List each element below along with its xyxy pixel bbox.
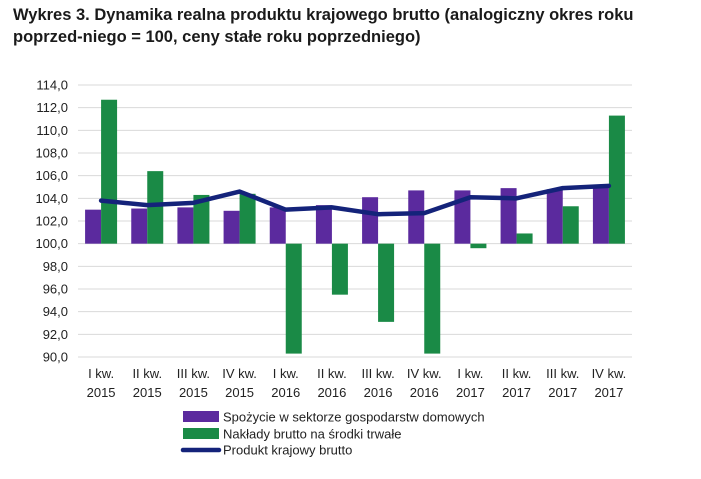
x-tick-quarter: IV kw. <box>592 366 627 381</box>
legend: Spożycie w sektorze gospodarstw domowych… <box>180 410 485 458</box>
bar-consumption <box>408 190 425 244</box>
x-tick-year: 2015 <box>179 385 208 400</box>
bar-investment <box>101 99 118 244</box>
x-tick-quarter: I kw. <box>457 366 483 381</box>
y-tick-label: 92,0 <box>43 327 68 342</box>
bar-consumption <box>315 205 332 244</box>
bar-consumption <box>223 210 240 244</box>
chart-title: Wykres 3. Dynamika realna produktu krajo… <box>13 6 634 46</box>
y-tick-label: 114,0 <box>36 78 68 93</box>
x-tick-year: 2016 <box>317 385 346 400</box>
bar-investment <box>285 243 302 354</box>
y-tick-label: 102,0 <box>35 214 68 229</box>
legend-swatch <box>183 428 219 439</box>
x-tick-quarter: II kw. <box>502 366 532 381</box>
bar-investment <box>193 194 210 244</box>
bar-consumption <box>177 207 194 244</box>
x-tick-quarter: I kw. <box>273 366 299 381</box>
bar-investment <box>239 193 256 244</box>
gdp-line-layer <box>98 183 612 217</box>
x-tick-quarter: II kw. <box>132 366 162 381</box>
y-tick-label: 90,0 <box>43 350 68 365</box>
x-tick-quarter: IV kw. <box>222 366 257 381</box>
x-tick-quarter: III kw. <box>546 366 579 381</box>
y-tick-label: 108,0 <box>35 146 68 161</box>
bar-investment <box>378 243 395 322</box>
x-tick-quarter: II kw. <box>317 366 347 381</box>
y-tick-label: 106,0 <box>35 168 68 183</box>
bar-investment <box>470 243 487 249</box>
bar-consumption <box>592 185 609 244</box>
y-axis: 114,0 112,0 110,0 108,0 106,0 104,0 102,0 100,0… <box>35 78 68 365</box>
legend-label: Spożycie w sektorze gospodarstw domowych <box>223 410 485 425</box>
bar-investment <box>147 171 164 244</box>
x-tick-quarter: I kw. <box>88 366 114 381</box>
bar-consumption <box>546 189 563 244</box>
x-tick-year: 2016 <box>271 385 300 400</box>
bar-consumption <box>362 197 379 244</box>
x-tick-quarter: III kw. <box>361 366 394 381</box>
bar-investment <box>516 233 533 244</box>
x-tick-year: 2016 <box>410 385 439 400</box>
x-tick-year: 2015 <box>225 385 254 400</box>
x-tick-quarter: III kw. <box>177 366 210 381</box>
y-tick-label: 112,0 <box>36 100 68 115</box>
bar-investment <box>331 243 348 295</box>
bar-consumption <box>85 209 102 244</box>
x-tick-year: 2015 <box>133 385 162 400</box>
y-tick-label: 110,0 <box>36 123 68 138</box>
y-tick-label: 104,0 <box>35 191 68 206</box>
y-tick-label: 100,0 <box>35 236 68 251</box>
x-tick-year: 2017 <box>502 385 531 400</box>
y-tick-label: 94,0 <box>43 304 68 319</box>
bar-investment <box>608 115 625 244</box>
x-tick-year: 2017 <box>548 385 577 400</box>
x-tick-year: 2015 <box>87 385 116 400</box>
legend-swatch <box>183 411 219 422</box>
bar-investment <box>562 206 579 244</box>
legend-label: Nakłady brutto na środki trwałe <box>223 427 401 442</box>
x-tick-quarter: IV kw. <box>407 366 442 381</box>
bars <box>85 99 625 354</box>
y-tick-label: 96,0 <box>43 282 68 297</box>
bar-investment <box>424 243 441 354</box>
x-tick-year: 2017 <box>456 385 485 400</box>
gridlines <box>78 84 632 358</box>
bar-consumption <box>269 207 286 244</box>
bar-consumption <box>454 190 471 244</box>
bar-consumption <box>500 188 517 244</box>
gdp-line <box>98 183 612 217</box>
legend-label: Produkt krajowy brutto <box>223 443 352 458</box>
x-axis: I kw. 2015 II kw. 2015 III kw. 2015 IV kw. 2015… <box>87 366 627 400</box>
x-tick-year: 2016 <box>364 385 393 400</box>
y-tick-label: 98,0 <box>43 259 68 274</box>
bar-consumption <box>131 208 148 244</box>
x-tick-year: 2017 <box>594 385 623 400</box>
